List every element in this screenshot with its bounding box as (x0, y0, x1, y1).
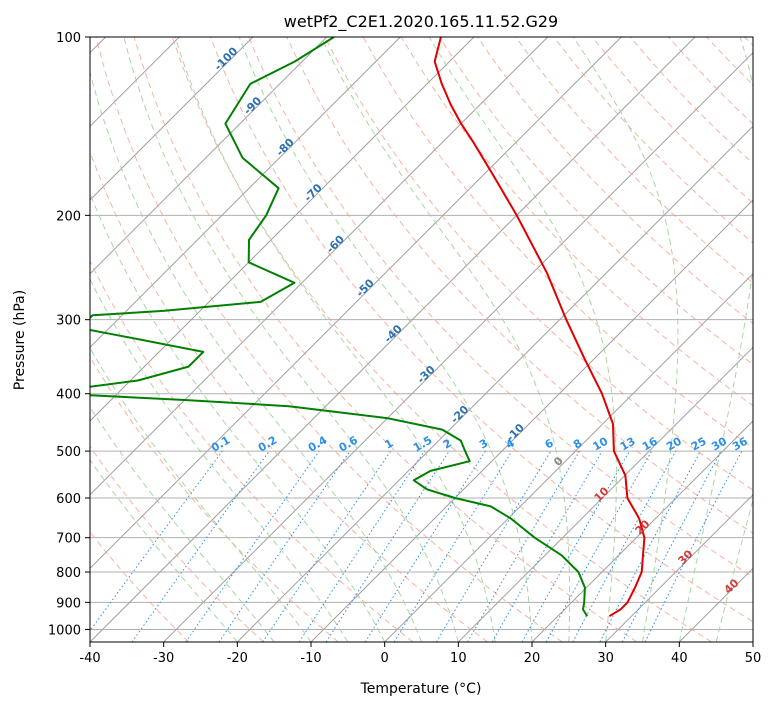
x-tick-label: -30 (153, 651, 174, 666)
dry-adiabat-line (90, 356, 339, 642)
moist-adiabat-line (123, 37, 459, 642)
moist-adiabat-line (90, 278, 349, 642)
isotherm-line (90, 37, 401, 349)
mixing-ratio-line (262, 450, 392, 642)
dry-adiabat-line (90, 259, 414, 642)
y-tick-label: 900 (56, 596, 81, 611)
isotherm-line (457, 346, 753, 642)
isotherm-line (90, 37, 254, 201)
data-lines (90, 37, 646, 618)
background-lines (90, 37, 753, 642)
moist-adiabat-line (90, 347, 312, 642)
mixing-ratio-line (521, 450, 630, 642)
mixing-ratio-line (90, 450, 223, 632)
moist-adiabat-line (428, 37, 617, 642)
y-tick-label: 300 (56, 314, 81, 329)
axis-ticks: -40 -30 -20 -10 0 10 20 30 40 50 100 200 300 400 500 60… (48, 31, 761, 666)
isotherm-line (531, 420, 753, 642)
chart-title: wetPf2_C2E1.2020.165.11.52.G29 (284, 12, 558, 32)
y-tick-label: 500 (56, 445, 81, 460)
mixing-ratio-line (393, 450, 513, 642)
moist-adiabat-line (90, 406, 275, 642)
mixing-ratio-line (185, 450, 320, 642)
x-tick-label: -40 (79, 651, 100, 666)
isotherm-line (605, 493, 753, 642)
moist-adiabat-line (238, 37, 533, 642)
moist-adiabat-line (174, 37, 496, 642)
x-tick-label: 0 (381, 651, 389, 666)
mixing-ratio-line (218, 450, 351, 642)
plot-frame (89, 36, 754, 643)
x-tick-label: -10 (300, 651, 321, 666)
x-tick-label: 20 (524, 651, 541, 666)
x-tick-label: 50 (745, 651, 762, 666)
mixing-ratio-line (131, 450, 270, 642)
moist-adiabat-line (715, 497, 753, 642)
x-tick-label: 40 (671, 651, 688, 666)
y-tick-label: 800 (56, 566, 81, 581)
y-tick-label: 100 (56, 31, 81, 46)
isotherm-line (90, 37, 328, 275)
dry-adiabat-line (210, 37, 753, 623)
y-tick-label: 400 (56, 388, 81, 403)
dry-adiabat-line (133, 37, 638, 642)
temperature-profile-line (433, 37, 646, 618)
mixing-ratio-line (572, 450, 677, 642)
mixing-ratio-line (325, 450, 450, 642)
isotherm-line (384, 272, 753, 642)
dewpoint-profile-line (90, 37, 589, 617)
isotherm-line (163, 51, 753, 642)
dry-adiabat-line (515, 37, 753, 284)
x-tick-label: 10 (450, 651, 467, 666)
x-tick-label: -20 (227, 651, 248, 666)
dry-adiabat-line (95, 37, 563, 642)
dry-adiabat-line (90, 445, 264, 642)
isotherm-line (90, 37, 475, 422)
isotherm-line (90, 37, 622, 570)
moist-adiabat-line (678, 37, 753, 642)
dry-adiabat-line (286, 37, 753, 534)
moist-adiabat-line (90, 459, 238, 642)
moist-adiabat-line (90, 192, 386, 642)
y-tick-label: 200 (56, 209, 81, 224)
dry-adiabat-line (171, 37, 712, 642)
x-tick-label: 30 (597, 651, 614, 666)
isotherm-line (236, 125, 753, 642)
x-axis-title: Temperature (°C) (360, 681, 482, 697)
y-tick-label: 1000 (48, 623, 81, 638)
moist-adiabat-line (90, 70, 422, 642)
y-axis-title: Pressure (hPa) (12, 290, 28, 390)
y-tick-label: 700 (56, 532, 81, 547)
moist-adiabat-line (320, 37, 571, 642)
mixing-ratio-line (298, 450, 425, 642)
mixing-ratio-line (644, 450, 743, 642)
dry-adiabat-line (248, 37, 753, 578)
moist-adiabat-line (572, 37, 679, 642)
isotherm-line (90, 37, 549, 496)
dry-adiabat-line (324, 37, 753, 491)
y-tick-label: 600 (56, 492, 81, 507)
